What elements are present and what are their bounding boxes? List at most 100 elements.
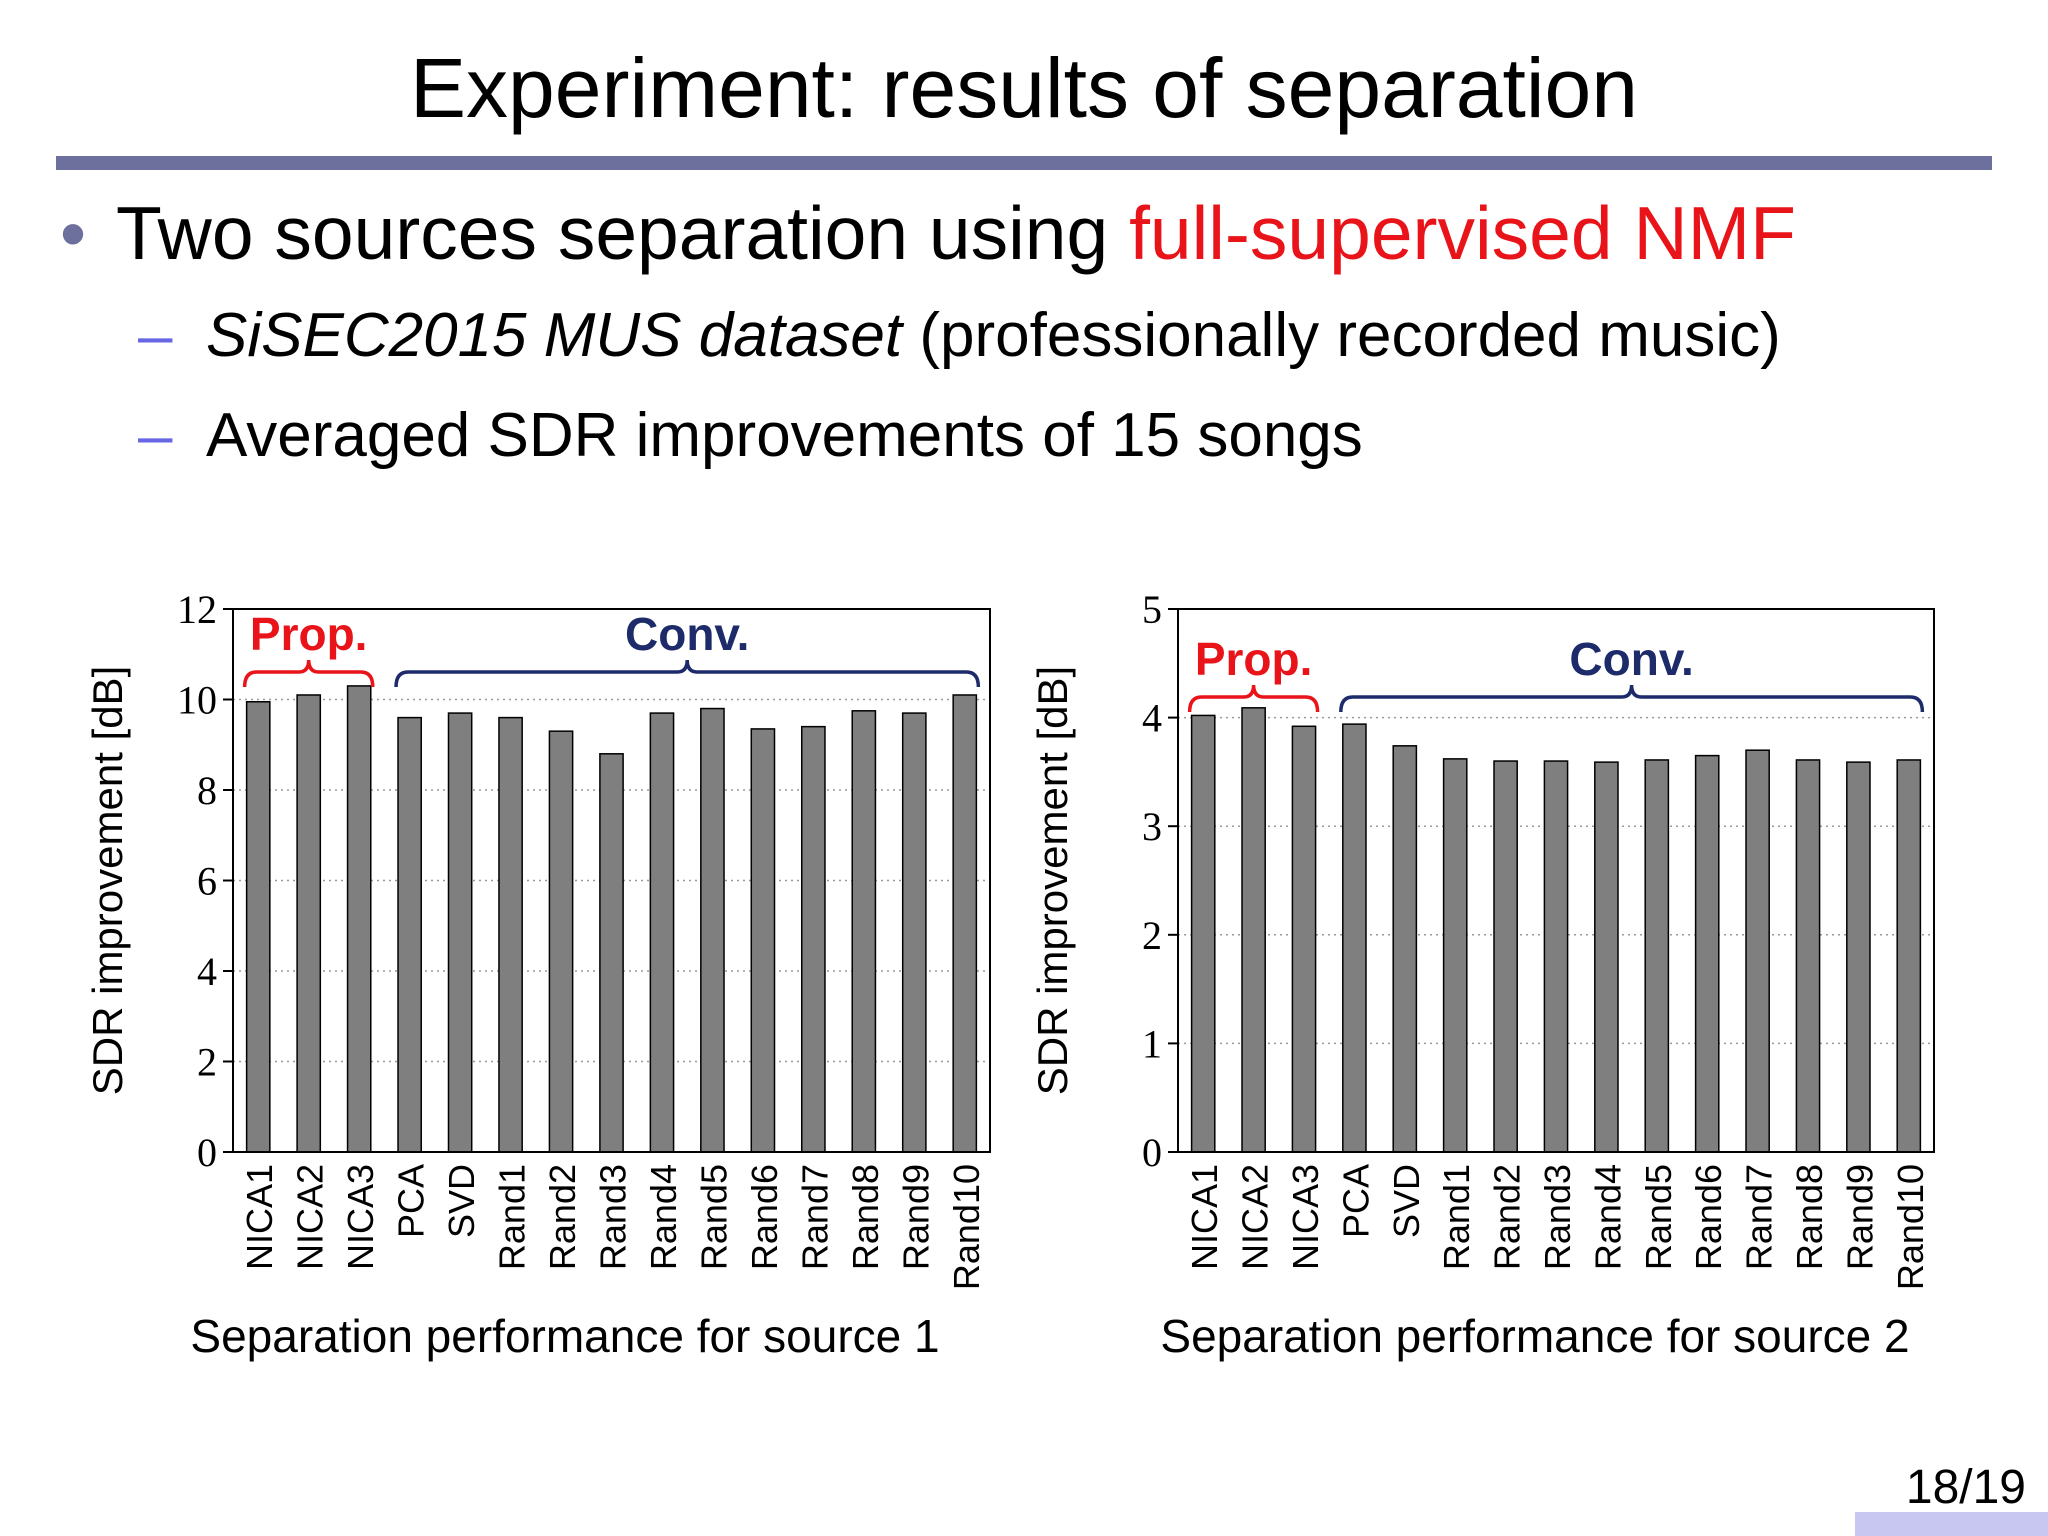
x-tick-label: NICA2 [1235, 1164, 1276, 1270]
x-tick-label: PCA [1335, 1164, 1376, 1238]
x-tick-label: Rand1 [1436, 1164, 1477, 1270]
bar [901, 712, 927, 1153]
bar [397, 716, 422, 1153]
x-tick-label: NICA1 [1184, 1164, 1225, 1270]
bar [700, 707, 725, 1153]
bar [1594, 761, 1619, 1153]
bar [851, 710, 877, 1153]
x-tick-label: Rand8 [1789, 1164, 1830, 1270]
group-label: Prop. [1195, 633, 1313, 685]
bar [346, 685, 372, 1153]
page-progress-bar [1855, 1512, 2048, 1536]
bar [1543, 760, 1569, 1153]
y-tick-label: 8 [197, 768, 217, 813]
bar [1190, 714, 1216, 1153]
group-bracket [1187, 684, 1320, 713]
dataset-description: (professionally recorded music) [902, 301, 1781, 370]
x-tick-label: Rand3 [593, 1164, 634, 1270]
bar [801, 725, 826, 1153]
chart-caption: Separation performance for source 1 [190, 1310, 939, 1362]
bar [1442, 758, 1468, 1153]
x-tick-label: NICA1 [239, 1164, 280, 1270]
bar [1896, 759, 1922, 1153]
y-tick-label: 0 [1142, 1130, 1162, 1175]
bar [1342, 723, 1367, 1153]
y-tick-label: 1 [1142, 1021, 1162, 1066]
group-label: Conv. [625, 608, 749, 660]
y-tick-label: 3 [1142, 804, 1162, 849]
bar [1694, 754, 1720, 1153]
x-tick-label: PCA [391, 1164, 432, 1238]
y-tick-label: 6 [197, 859, 217, 904]
y-tick-label: 2 [197, 1040, 217, 1085]
page-number: 18/19 [1905, 1461, 2026, 1514]
x-tick-label: Rand4 [643, 1164, 684, 1270]
plot-frame [1177, 608, 1935, 1153]
y-tick-label: 4 [197, 949, 217, 994]
chart-caption: Separation performance for source 2 [1160, 1310, 1909, 1362]
x-tick-label: Rand1 [492, 1164, 533, 1270]
x-tick-label: Rand9 [895, 1164, 936, 1270]
bar [1644, 759, 1670, 1153]
bar [750, 728, 776, 1153]
slide-title: Experiment: results of separation [410, 41, 1638, 135]
sub-bullet-1: – SiSEC2015 MUS dataset (professionally r… [138, 298, 1781, 374]
bullet-dot-icon: • [59, 191, 87, 275]
bar [447, 712, 473, 1153]
y-axis-label: SDR improvement [dB] [1029, 666, 1076, 1095]
bar [1291, 725, 1317, 1153]
group-bracket [1339, 684, 1925, 713]
x-tick-label: NICA2 [290, 1164, 331, 1270]
y-tick-label: 4 [1142, 696, 1162, 741]
bar [1493, 760, 1518, 1153]
x-tick-label: Rand7 [1739, 1164, 1780, 1270]
x-tick-label: Rand6 [1688, 1164, 1729, 1270]
group-label: Prop. [250, 608, 368, 660]
title-divider [56, 156, 1992, 170]
x-tick-label: Rand5 [1638, 1164, 1679, 1270]
sub-bullet-2: – Averaged SDR improvements of 15 songs [138, 398, 1363, 474]
x-tick-label: Rand4 [1587, 1164, 1628, 1270]
x-tick-label: NICA3 [340, 1164, 381, 1270]
x-tick-label: Rand8 [845, 1164, 886, 1270]
group-bracket [394, 659, 981, 688]
bar [296, 694, 322, 1153]
bar [1795, 759, 1821, 1153]
sub-bullet-2-text: Averaged SDR improvements of 15 songs [206, 401, 1363, 470]
y-axis-label: SDR improvement [dB] [84, 666, 131, 1095]
x-tick-label: Rand6 [744, 1164, 785, 1270]
bar [245, 701, 271, 1153]
x-tick-label: Rand5 [693, 1164, 734, 1270]
dataset-name: SiSEC2015 MUS dataset [206, 301, 903, 370]
dash-icon: – [138, 301, 173, 370]
y-tick-label: 12 [177, 587, 217, 632]
group-label: Conv. [1569, 633, 1693, 685]
x-tick-label: SVD [441, 1164, 482, 1238]
dash-icon: – [138, 401, 173, 470]
x-tick-label: Rand2 [542, 1164, 583, 1270]
bar [498, 716, 523, 1153]
x-tick-label: Rand2 [1487, 1164, 1528, 1270]
bar [1241, 707, 1266, 1153]
x-tick-label: NICA3 [1285, 1164, 1326, 1270]
y-tick-label: 0 [197, 1130, 217, 1175]
x-tick-label: Rand10 [1890, 1164, 1931, 1290]
x-tick-label: SVD [1386, 1164, 1427, 1238]
bar [1745, 749, 1770, 1153]
x-tick-label: Rand9 [1839, 1164, 1880, 1270]
bar [599, 753, 624, 1153]
bar [1392, 745, 1418, 1153]
bar [548, 730, 574, 1153]
bar [649, 712, 675, 1153]
y-tick-label: 10 [177, 678, 217, 723]
bar [952, 694, 978, 1153]
main-bullet: • Two sources separation using full-super… [30, 188, 1796, 278]
bar [1846, 761, 1871, 1153]
group-bracket [242, 659, 375, 688]
y-tick-label: 5 [1142, 587, 1162, 632]
x-tick-label: Rand3 [1537, 1164, 1578, 1270]
bullet-text: Two sources separation using [116, 191, 1130, 275]
bullet-accent-text: full-supervised NMF [1129, 191, 1796, 275]
x-tick-label: Rand10 [946, 1164, 987, 1290]
